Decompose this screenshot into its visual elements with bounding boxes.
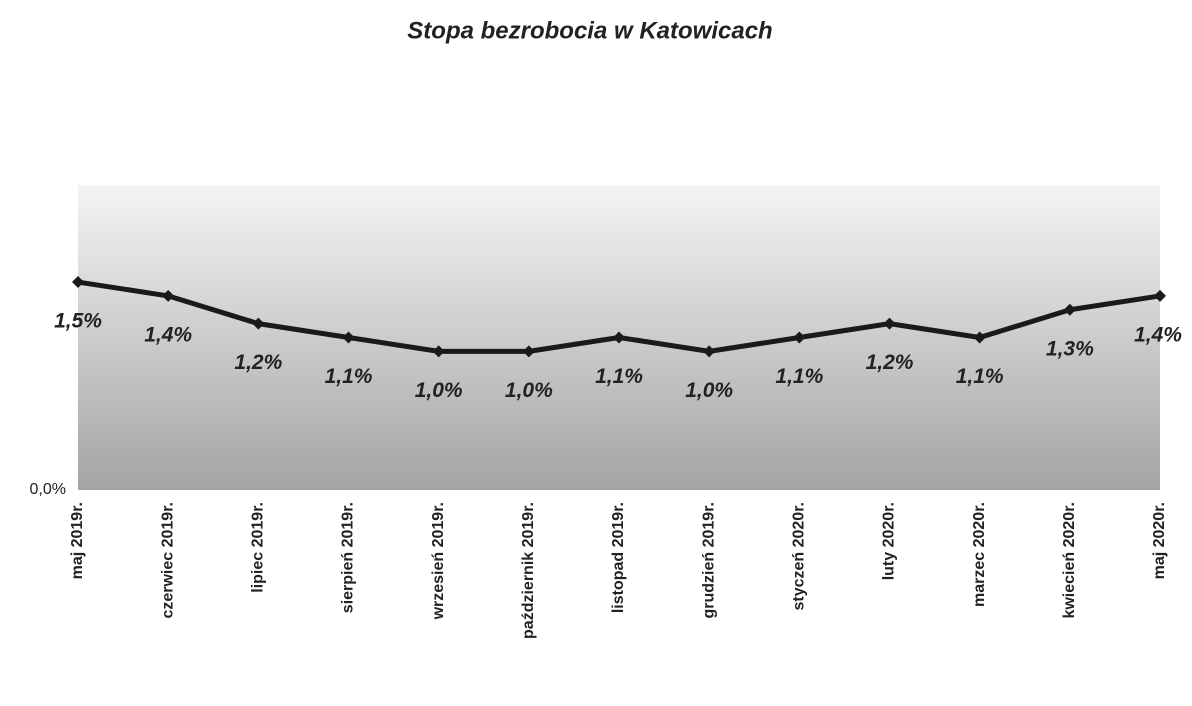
marker xyxy=(432,345,445,358)
x-tick-label: wrzesień 2019r. xyxy=(430,502,447,620)
x-tick-label: maj 2019r. xyxy=(69,502,86,579)
x-tick-label: grudzień 2019r. xyxy=(700,502,717,619)
data-label: 1,4% xyxy=(1134,323,1182,346)
x-tick-label: styczeń 2020r. xyxy=(791,502,808,611)
marker xyxy=(252,317,265,330)
marker xyxy=(1154,289,1166,302)
marker xyxy=(973,331,986,344)
data-label: 1,1% xyxy=(775,365,823,388)
data-label: 1,1% xyxy=(325,365,373,388)
y-tick-label: 0,0% xyxy=(30,481,66,498)
data-label: 1,3% xyxy=(1046,337,1094,360)
marker xyxy=(883,317,896,330)
data-label: 1,0% xyxy=(505,379,553,402)
marker xyxy=(613,331,625,344)
marker xyxy=(1063,303,1076,316)
marker xyxy=(72,276,84,289)
x-tick-label: luty 2020r. xyxy=(881,502,898,580)
data-label: 1,1% xyxy=(595,365,643,388)
x-tick-label: maj 2020r. xyxy=(1151,502,1168,579)
marker xyxy=(162,289,175,302)
chart-title: Stopa bezrobocia w Katowicach xyxy=(407,17,772,44)
data-label: 1,5% xyxy=(54,310,102,333)
marker xyxy=(342,331,355,344)
data-label: 1,4% xyxy=(144,323,192,346)
x-tick-label: czerwiec 2019r. xyxy=(159,502,176,619)
marker xyxy=(703,345,716,358)
marker xyxy=(522,345,535,358)
marker xyxy=(793,331,806,344)
x-tick-label: kwiecień 2020r. xyxy=(1061,502,1078,619)
x-tick-label: lipiec 2019r. xyxy=(250,502,267,593)
x-tick-label: sierpień 2019r. xyxy=(340,502,357,613)
data-label: 1,0% xyxy=(685,379,733,402)
data-label: 1,2% xyxy=(234,351,282,374)
data-label: 1,2% xyxy=(866,351,914,374)
x-tick-label: marzec 2020r. xyxy=(971,502,988,607)
x-tick-label: listopad 2019r. xyxy=(610,502,627,613)
data-label: 1,0% xyxy=(415,379,463,402)
data-label: 1,1% xyxy=(956,365,1004,388)
x-tick-label: październik 2019r. xyxy=(520,502,537,639)
